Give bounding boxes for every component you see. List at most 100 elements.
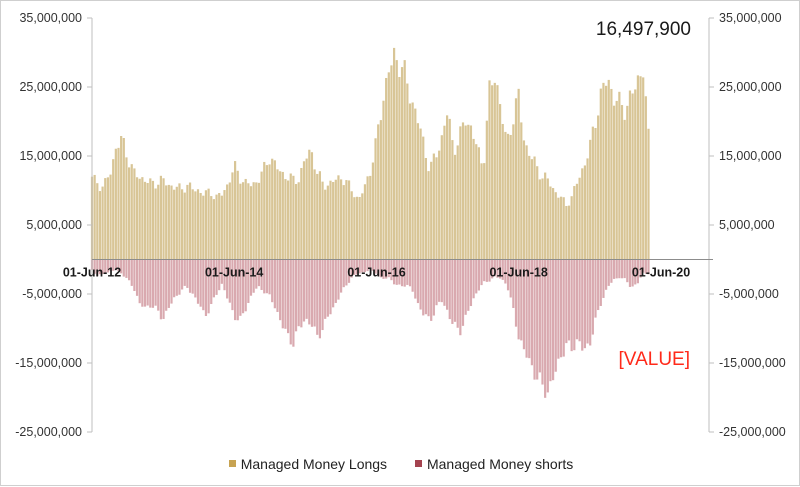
shorts-bar xyxy=(133,259,136,291)
shorts-bar xyxy=(631,259,634,287)
longs-bar xyxy=(408,103,412,260)
y-tick-label-right: 35,000,000 xyxy=(719,11,782,25)
shorts-bar xyxy=(602,259,605,298)
longs-bar xyxy=(491,85,494,260)
longs-bar xyxy=(451,140,454,260)
shorts-bar xyxy=(289,259,292,345)
longs-bar xyxy=(154,188,157,260)
shorts-bar xyxy=(135,259,139,296)
longs-bar xyxy=(374,138,377,260)
longs-bar xyxy=(252,182,255,260)
shorts-bar xyxy=(461,259,465,326)
longs-bar xyxy=(133,168,136,260)
shorts-bar xyxy=(252,259,255,293)
shorts-bar xyxy=(485,259,488,282)
longs-bar xyxy=(276,169,279,260)
shorts-bar xyxy=(379,259,382,278)
shorts-bar xyxy=(639,259,642,278)
longs-bar xyxy=(615,100,618,260)
longs-bar xyxy=(647,128,650,260)
longs-bar xyxy=(228,182,231,260)
shorts-bar xyxy=(117,259,120,272)
y-tick-label-left: -15,000,000 xyxy=(15,356,82,370)
longs-bar xyxy=(249,186,253,260)
longs-bar xyxy=(104,178,107,260)
longs-bar xyxy=(430,161,433,260)
y-tick-label-right: -15,000,000 xyxy=(719,356,786,370)
longs-bar xyxy=(567,205,571,260)
shorts-bar xyxy=(125,259,128,278)
longs-bar xyxy=(114,148,117,260)
shorts-bar xyxy=(292,259,295,347)
longs-bar xyxy=(453,154,457,260)
shorts-bar xyxy=(594,259,597,318)
shorts-bar xyxy=(448,259,451,320)
longs-bar xyxy=(390,65,393,260)
shorts-bar xyxy=(265,259,268,294)
shorts-bar xyxy=(138,259,141,304)
shorts-bar xyxy=(480,259,483,286)
longs-bar xyxy=(597,115,600,260)
shorts-bar xyxy=(546,259,549,393)
shorts-bar xyxy=(385,259,388,279)
shorts-bar xyxy=(522,259,526,350)
shorts-bar xyxy=(634,259,637,285)
x-tick-label: 01-Jun-20 xyxy=(632,266,690,280)
longs-bar xyxy=(644,96,647,260)
longs-bar xyxy=(477,147,480,260)
shorts-bar xyxy=(316,259,319,335)
longs-bar xyxy=(106,177,109,260)
longs-bar xyxy=(175,186,178,260)
longs-bar xyxy=(239,183,242,260)
longs-bar xyxy=(112,159,115,260)
longs-bar xyxy=(459,126,462,260)
longs-bar xyxy=(432,153,435,260)
longs-bar xyxy=(586,158,589,260)
shorts-bar xyxy=(514,259,518,327)
legend-label-longs: Managed Money Longs xyxy=(240,456,388,472)
longs-bar xyxy=(419,128,422,260)
longs-bar xyxy=(499,104,502,260)
longs-bar xyxy=(581,168,584,260)
shorts-bar xyxy=(130,259,133,286)
shorts-bar xyxy=(228,259,231,303)
longs-bar xyxy=(536,166,539,260)
legend-label-shorts: Managed Money shorts xyxy=(426,456,574,472)
longs-bar xyxy=(294,184,298,260)
longs-bar xyxy=(385,77,388,260)
shorts-bar xyxy=(191,259,194,294)
y-tick-label-left: 25,000,000 xyxy=(19,80,82,94)
shorts-bar xyxy=(188,259,192,293)
longs-bar xyxy=(533,156,536,260)
longs-bar xyxy=(268,164,271,260)
shorts-bar xyxy=(263,259,266,294)
shorts-bar xyxy=(628,259,632,287)
shorts-bar xyxy=(181,259,184,290)
longs-bar xyxy=(406,83,409,260)
shorts-bar xyxy=(149,259,152,308)
longs-bar xyxy=(583,165,586,260)
shorts-bar xyxy=(591,259,594,335)
y-tick-label-left: -5,000,000 xyxy=(22,287,82,301)
shorts-bar xyxy=(459,259,462,336)
shorts-bar xyxy=(93,259,96,274)
longs-bar xyxy=(326,185,329,260)
shorts-bar xyxy=(106,259,109,273)
longs-bar xyxy=(530,159,533,260)
longs-bar xyxy=(427,171,430,260)
longs-bar xyxy=(443,125,446,260)
longs-bar xyxy=(480,163,483,260)
shorts-bar xyxy=(104,259,107,275)
shorts-bar xyxy=(218,259,221,291)
shorts-bar xyxy=(324,259,327,319)
shorts-bar xyxy=(353,259,356,275)
shorts-bar xyxy=(96,259,99,277)
x-axis-ticks: 01-Jun-12 01-Jun-14 01-Jun-16 01-Jun-18 01-J… xyxy=(63,266,690,280)
longs-bar xyxy=(223,190,226,260)
shorts-bar xyxy=(194,259,197,298)
longs-bar xyxy=(578,177,581,260)
longs-bar xyxy=(464,125,467,260)
longs-bar xyxy=(310,152,314,260)
longs-bar xyxy=(165,185,168,260)
longs-bar xyxy=(244,178,247,260)
